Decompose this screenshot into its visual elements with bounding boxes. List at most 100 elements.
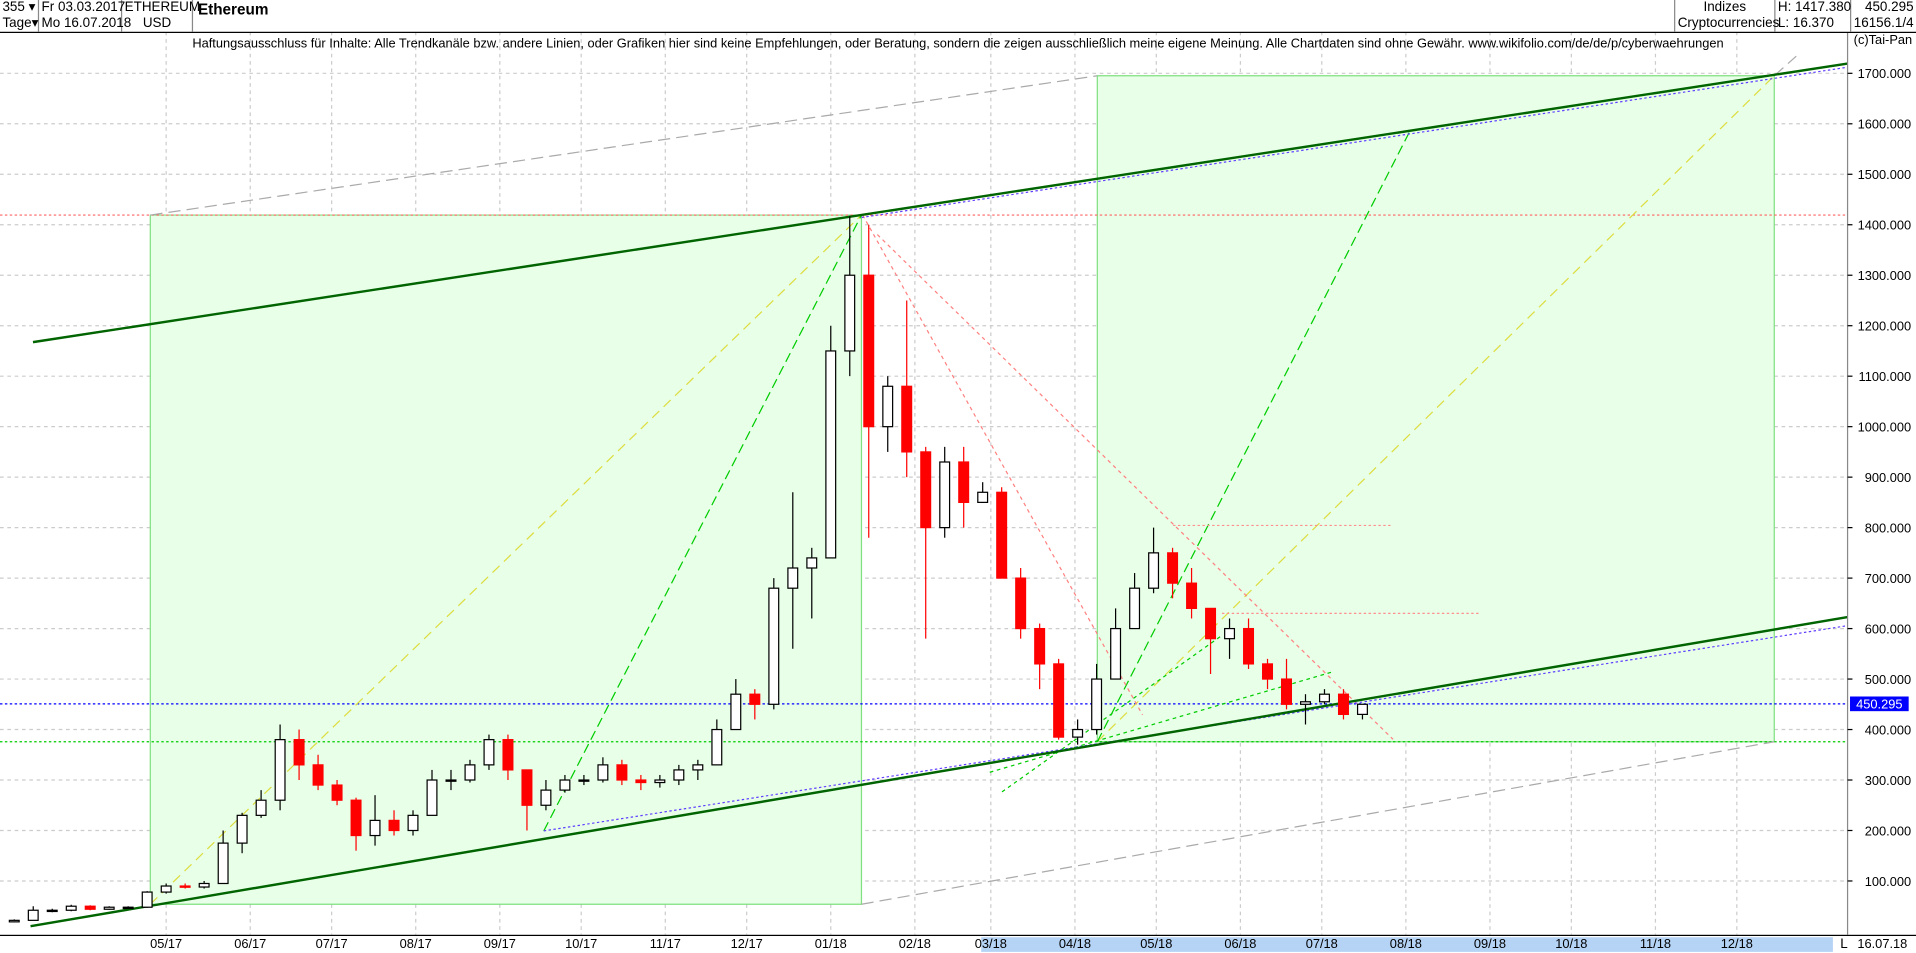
candle-body <box>920 451 932 529</box>
candle-body <box>787 567 799 589</box>
copyright: (c)Tai-Pan <box>1853 32 1913 48</box>
candle-body <box>350 799 362 837</box>
candle <box>768 578 780 710</box>
candle-body <box>654 779 666 784</box>
candle-body <box>673 769 685 781</box>
high-low: H: 1417.380 L: 16.370 <box>1775 0 1852 32</box>
date-from[interactable]: Fr 03.03.2017 <box>41 0 126 15</box>
candle <box>616 759 628 786</box>
candle-body <box>730 693 742 731</box>
x-tick-label: 11/17 <box>649 937 681 952</box>
y-tick-label: 1200.000 <box>1858 319 1912 334</box>
candle-body <box>1148 552 1160 589</box>
candle <box>1053 658 1065 740</box>
dropdown-icon[interactable]: ▾ <box>28 0 36 15</box>
candle <box>844 216 856 377</box>
candle <box>901 300 913 478</box>
extra-value: 16156.1/4 <box>1853 15 1914 31</box>
candle-body <box>388 819 400 832</box>
x-axis: L 16.07.18 05/17 06/17 07/17 08/17 09/17 10/1… <box>0 934 1916 953</box>
period-select[interactable]: Tage <box>2 15 32 31</box>
analysis-drawings <box>0 55 1848 928</box>
candle <box>825 325 837 559</box>
candle-body <box>293 739 305 766</box>
candle <box>160 883 172 894</box>
y-tick-label: 1100.000 <box>1859 369 1912 384</box>
y-tick-label: 600.000 <box>1865 621 1911 636</box>
candle-body <box>274 739 286 801</box>
y-tick-label: 300.000 <box>1865 773 1911 788</box>
last-price-tag: 450.295 <box>1850 696 1909 712</box>
candle-body <box>635 779 647 784</box>
count-select[interactable]: 355 <box>2 0 25 15</box>
dropdown-icon[interactable]: ▾ <box>31 15 39 31</box>
y-tick-label: 1000.000 <box>1858 420 1912 435</box>
candles <box>8 216 1368 923</box>
candle-body <box>939 461 951 529</box>
candle <box>863 224 875 538</box>
toolbar: 355 ▾ Tage▾ Fr 03.03.2017 Mo 16.07.2018 … <box>0 0 1916 33</box>
candle-body <box>84 905 96 910</box>
end-date: 16.07.18 <box>1857 937 1908 952</box>
candle <box>312 754 324 791</box>
green-dotted-line <box>989 671 1333 773</box>
l-button[interactable]: L <box>1840 937 1848 952</box>
candle <box>293 729 305 781</box>
candle-body <box>1186 582 1198 609</box>
candle <box>559 774 571 793</box>
candle <box>1224 618 1236 659</box>
candle <box>730 679 742 731</box>
candle-body <box>179 885 191 888</box>
candle <box>1186 568 1198 619</box>
candle-body <box>141 891 153 908</box>
candle <box>331 780 343 806</box>
candle-body <box>1318 693 1330 703</box>
x-tick-label: 02/18 <box>898 937 931 952</box>
candle <box>274 724 286 811</box>
candle-body <box>198 882 210 888</box>
candle <box>996 487 1008 579</box>
candle-body <box>46 909 58 913</box>
candle <box>578 774 590 786</box>
candle <box>65 904 77 912</box>
candle <box>1091 663 1103 735</box>
period-selectors[interactable]: 355 ▾ Tage▾ <box>0 0 40 32</box>
candle <box>388 810 400 836</box>
x-tick-label: 05/18 <box>1140 937 1173 952</box>
candle-body <box>692 764 704 771</box>
candle <box>1167 547 1179 599</box>
scroll-range[interactable] <box>981 937 1833 952</box>
x-tick-label: 08/18 <box>1389 937 1422 952</box>
y-tick-label: 1300.000 <box>1858 268 1912 283</box>
date-to[interactable]: Mo 16.07.2018 <box>41 15 132 31</box>
candle <box>483 734 495 770</box>
candle-body <box>27 909 39 921</box>
candle <box>464 759 476 783</box>
candle <box>27 906 39 921</box>
candle-body <box>825 350 837 559</box>
x-tick-label: 06/17 <box>234 937 267 952</box>
red-resistance-line <box>862 214 1144 716</box>
chart-title: Ethereum <box>197 1 269 19</box>
candle-body <box>1205 607 1217 640</box>
candle-body <box>578 779 590 782</box>
green-fan-line <box>1096 128 1412 742</box>
x-tick-label: 04/18 <box>1058 937 1091 952</box>
range-box-2 <box>1096 75 1775 743</box>
candle <box>882 376 894 452</box>
candle-body <box>122 906 134 910</box>
candle-body <box>597 764 609 781</box>
candle <box>1110 608 1122 680</box>
yellow-fan-line <box>149 214 862 905</box>
candle <box>426 769 438 816</box>
candle-body <box>65 905 77 911</box>
candle-body <box>407 814 419 832</box>
candle-body <box>160 885 172 893</box>
candle <box>920 446 932 639</box>
candle-body <box>863 274 875 428</box>
candle-body <box>1262 663 1274 680</box>
candle <box>977 482 989 503</box>
candle-body <box>1053 663 1065 738</box>
candle-body <box>8 919 20 923</box>
